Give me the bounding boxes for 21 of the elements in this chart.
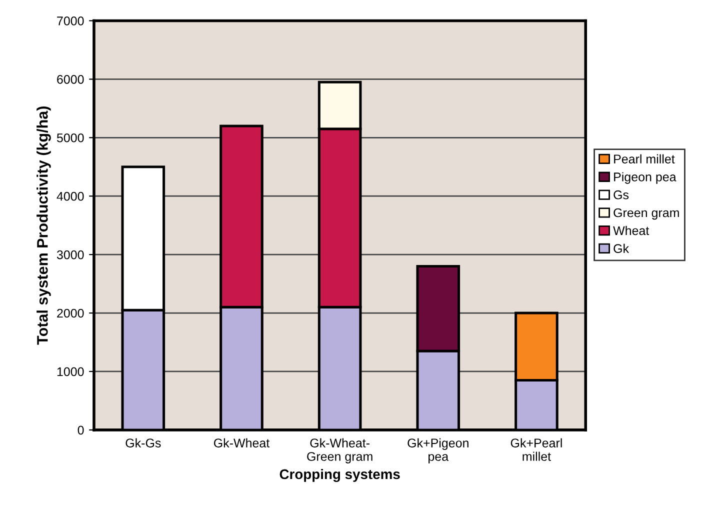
y-tick-label: 1000 — [57, 367, 84, 376]
x-tick-label: Gk-Wheat — [214, 438, 270, 448]
legend-label: Pigeon pea — [614, 172, 676, 184]
legend-label: Pearl millet — [614, 154, 675, 164]
legend-label: Green gram — [614, 208, 679, 220]
x-axis-title: Cropping systems — [280, 468, 400, 482]
y-tick-label: 5000 — [56, 133, 84, 142]
y-tick-label: 6000 — [57, 74, 84, 84]
y-tick-label: 4000 — [56, 192, 84, 201]
y-tick-label: 3000 — [56, 250, 84, 260]
x-tick-label: Gk-Gs — [126, 438, 161, 448]
legend-label: Wheat — [613, 226, 650, 236]
y-tick-label: 0 — [78, 426, 84, 435]
legend-label: Gk — [614, 244, 630, 253]
legend-label: Gs — [614, 190, 629, 200]
y-axis-title: Total system Productivity (kg/ha) — [36, 106, 51, 345]
y-tick-label: 2000 — [57, 308, 84, 318]
x-tick-label: Gk+Pearl millet — [510, 438, 562, 461]
x-tick-label: Gk-Wheat- Green gram — [307, 438, 372, 464]
y-tick-label: 7000 — [57, 16, 84, 26]
x-tick-label: Gk+Pigeon pea — [408, 438, 468, 464]
